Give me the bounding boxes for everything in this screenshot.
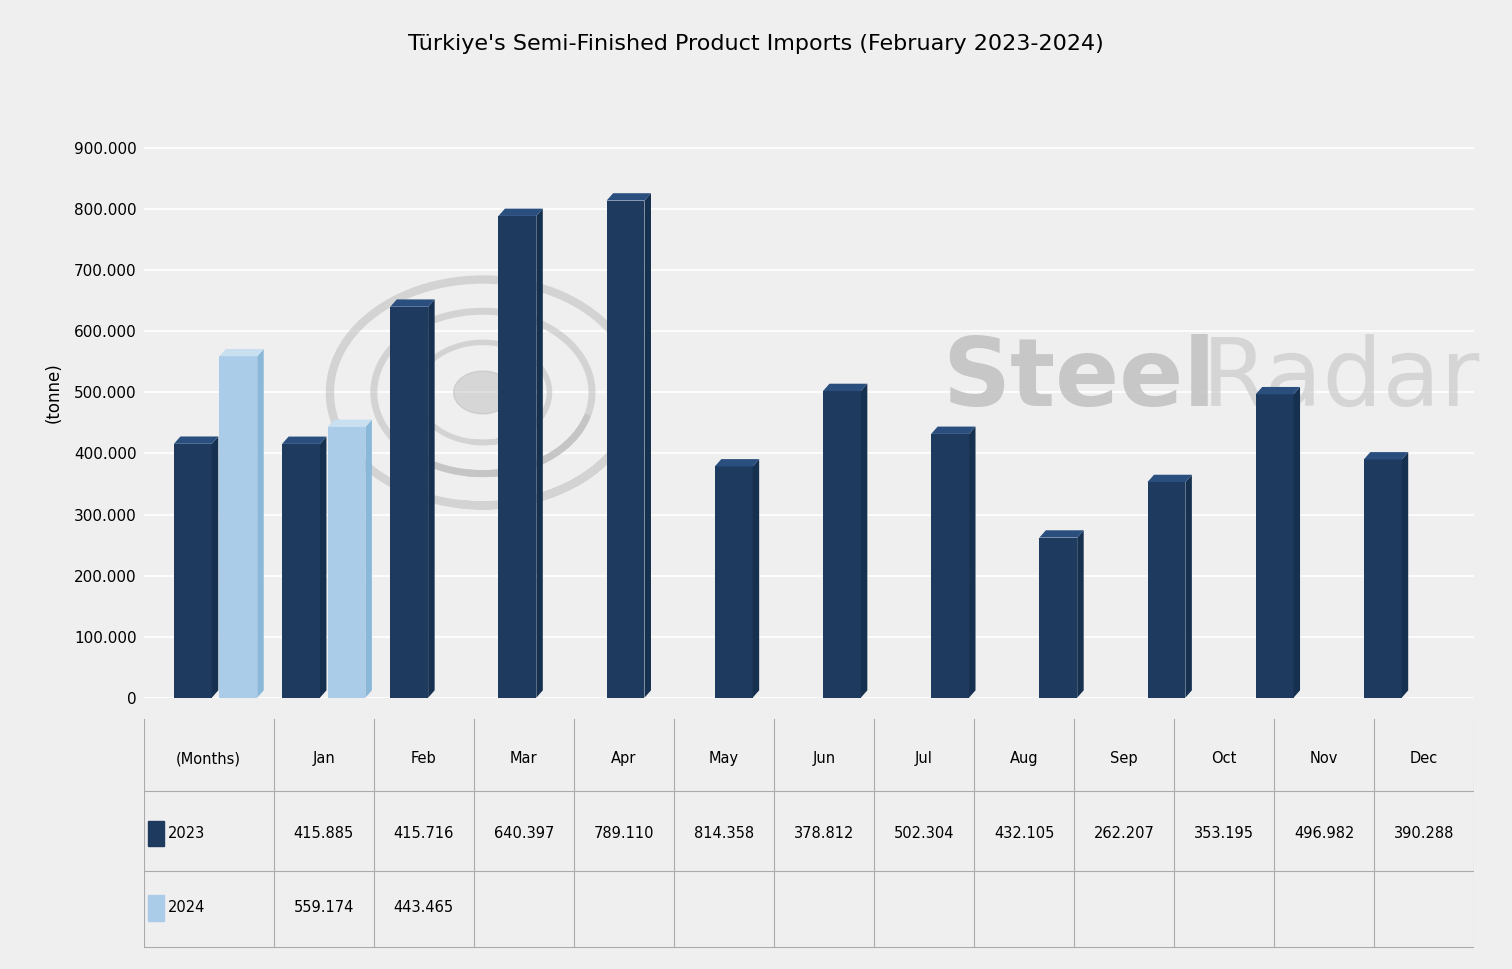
- Polygon shape: [390, 299, 434, 307]
- Text: Jul: Jul: [915, 751, 933, 766]
- Polygon shape: [969, 426, 975, 698]
- Polygon shape: [1255, 394, 1294, 698]
- Text: 432.105: 432.105: [993, 826, 1054, 841]
- Polygon shape: [1402, 453, 1408, 698]
- Polygon shape: [1364, 459, 1402, 698]
- Text: 415.716: 415.716: [393, 826, 454, 841]
- Text: 2024: 2024: [168, 900, 206, 916]
- Text: Sep: Sep: [1110, 751, 1139, 766]
- Polygon shape: [1039, 530, 1084, 538]
- Polygon shape: [428, 299, 434, 698]
- Polygon shape: [366, 420, 372, 698]
- Polygon shape: [1148, 475, 1191, 482]
- Text: Radar: Radar: [1202, 334, 1480, 426]
- Polygon shape: [499, 216, 537, 698]
- Polygon shape: [257, 349, 263, 698]
- Text: 353.195: 353.195: [1194, 826, 1253, 841]
- Polygon shape: [931, 426, 975, 434]
- Polygon shape: [174, 444, 212, 698]
- Text: 378.812: 378.812: [794, 826, 854, 841]
- Polygon shape: [1077, 530, 1084, 698]
- Text: May: May: [709, 751, 739, 766]
- Text: 559.174: 559.174: [293, 900, 354, 916]
- Polygon shape: [174, 436, 218, 444]
- Polygon shape: [390, 307, 428, 698]
- Text: Feb: Feb: [411, 751, 437, 766]
- Text: 814.358: 814.358: [694, 826, 754, 841]
- Polygon shape: [715, 466, 753, 698]
- Text: 262.207: 262.207: [1093, 826, 1155, 841]
- Text: 2023: 2023: [168, 826, 204, 841]
- Polygon shape: [328, 420, 372, 427]
- Polygon shape: [606, 193, 652, 201]
- Bar: [148, 895, 163, 921]
- Polygon shape: [499, 208, 543, 216]
- Polygon shape: [328, 427, 366, 698]
- Text: Dec: Dec: [1411, 751, 1438, 766]
- Polygon shape: [1255, 387, 1300, 394]
- Text: Mar: Mar: [510, 751, 538, 766]
- Text: Apr: Apr: [611, 751, 637, 766]
- Polygon shape: [1039, 538, 1077, 698]
- Polygon shape: [212, 436, 218, 698]
- Polygon shape: [823, 384, 868, 391]
- Polygon shape: [219, 357, 257, 698]
- Text: Nov: Nov: [1309, 751, 1338, 766]
- Text: 443.465: 443.465: [393, 900, 454, 916]
- Text: Aug: Aug: [1010, 751, 1039, 766]
- Polygon shape: [1364, 453, 1408, 459]
- Polygon shape: [1185, 475, 1191, 698]
- Polygon shape: [1294, 387, 1300, 698]
- Polygon shape: [321, 437, 327, 698]
- Text: Jan: Jan: [313, 751, 336, 766]
- Text: Jun: Jun: [812, 751, 836, 766]
- Text: Oct: Oct: [1211, 751, 1237, 766]
- Text: Steel: Steel: [942, 334, 1216, 426]
- Text: 415.885: 415.885: [293, 826, 354, 841]
- Polygon shape: [644, 193, 652, 698]
- Text: 496.982: 496.982: [1294, 826, 1355, 841]
- Polygon shape: [1148, 482, 1185, 698]
- Polygon shape: [606, 201, 644, 698]
- Text: 502.304: 502.304: [894, 826, 954, 841]
- Text: (Months): (Months): [177, 751, 242, 766]
- Polygon shape: [715, 459, 759, 466]
- Bar: [148, 821, 163, 846]
- Text: 390.288: 390.288: [1394, 826, 1455, 841]
- Y-axis label: (tonne): (tonne): [45, 362, 64, 422]
- Polygon shape: [283, 437, 327, 444]
- Text: Türkiye's Semi-Finished Product Imports (February 2023-2024): Türkiye's Semi-Finished Product Imports …: [408, 34, 1104, 54]
- Polygon shape: [931, 434, 969, 698]
- Polygon shape: [753, 459, 759, 698]
- Polygon shape: [860, 384, 868, 698]
- Polygon shape: [219, 349, 263, 357]
- Polygon shape: [454, 371, 513, 414]
- Polygon shape: [537, 208, 543, 698]
- Polygon shape: [283, 444, 321, 698]
- Text: 789.110: 789.110: [594, 826, 655, 841]
- Polygon shape: [823, 391, 860, 698]
- Text: 640.397: 640.397: [493, 826, 553, 841]
